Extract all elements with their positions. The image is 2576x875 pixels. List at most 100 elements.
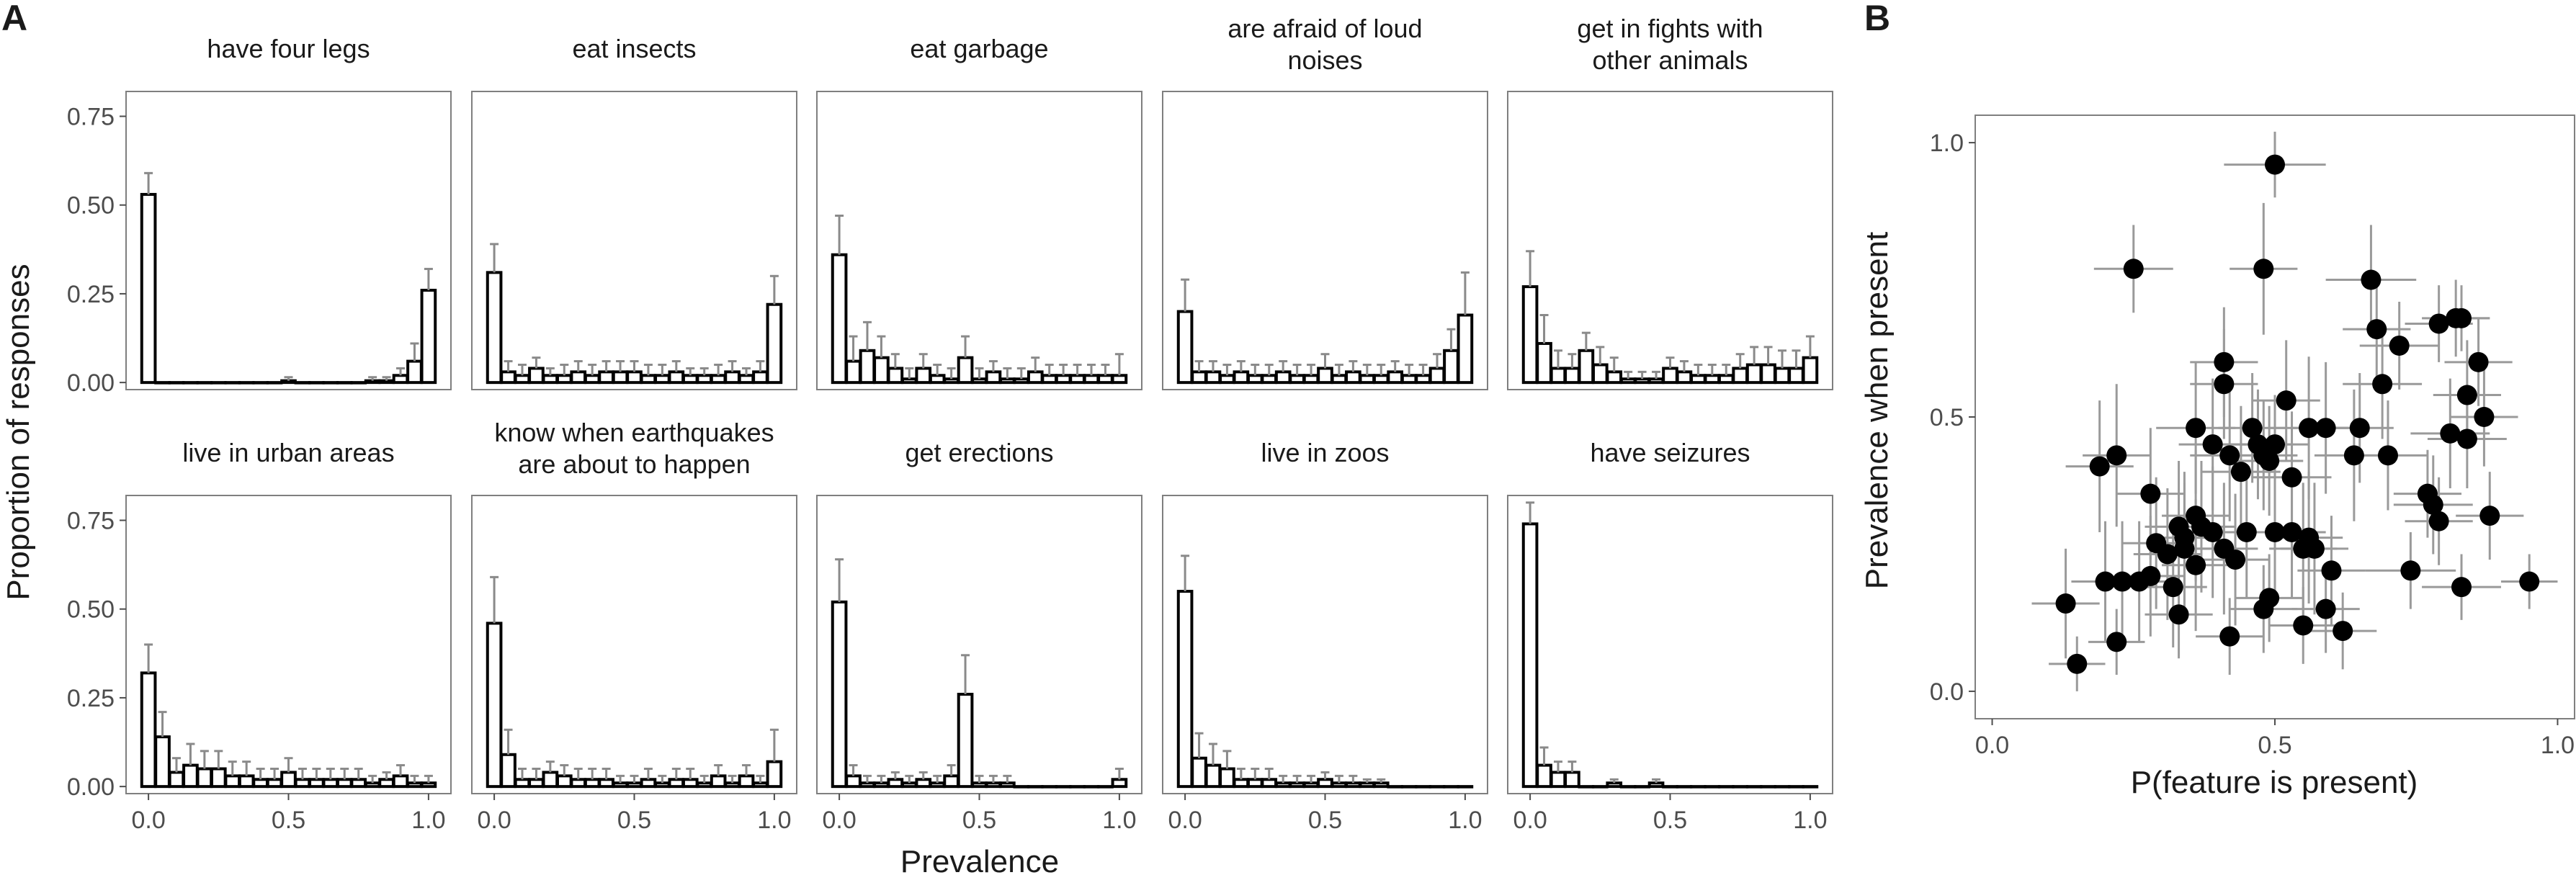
histogram-bar bbox=[294, 778, 311, 789]
histogram-bar bbox=[626, 370, 643, 385]
histogram-bar bbox=[1261, 778, 1278, 789]
histogram-bar bbox=[1041, 374, 1058, 385]
panel-b-ylabel: Prevalence when present bbox=[1859, 232, 1895, 590]
histogram-bar bbox=[887, 778, 904, 789]
facet-2: eat insects bbox=[471, 34, 797, 390]
facet-bars bbox=[1521, 250, 1819, 385]
facet-title: live in zoos bbox=[1261, 438, 1389, 467]
scatter-point bbox=[2265, 154, 2285, 175]
histogram-bar bbox=[752, 370, 769, 385]
histogram-bar bbox=[1302, 781, 1320, 789]
histogram-bar bbox=[626, 781, 643, 789]
histogram-bar bbox=[1191, 756, 1207, 789]
histogram-bar bbox=[859, 781, 876, 789]
histogram-bar bbox=[224, 381, 241, 385]
histogram-bar bbox=[1717, 785, 1735, 789]
panel-b-scatter: 0.0 0.0 0.5 0.5 1.0 1.0 bbox=[1930, 115, 2575, 759]
histogram-bar bbox=[681, 374, 699, 385]
histogram-bar bbox=[1415, 785, 1431, 789]
histogram-bar bbox=[1690, 785, 1707, 789]
histogram-bar bbox=[971, 781, 988, 789]
histogram-bar bbox=[555, 374, 573, 385]
histogram-bar bbox=[322, 778, 339, 789]
scatter-point bbox=[2236, 521, 2257, 542]
histogram-bar bbox=[971, 377, 988, 385]
histogram-bar bbox=[555, 774, 573, 789]
scatter-point bbox=[2281, 467, 2302, 488]
facet-frame bbox=[471, 91, 797, 390]
histogram-bar bbox=[1400, 785, 1418, 789]
scatter-point bbox=[2253, 598, 2274, 619]
facet-frame bbox=[1162, 91, 1488, 390]
facet-title: other animals bbox=[1592, 45, 1748, 75]
x-tick-label: 0.5 bbox=[1653, 807, 1687, 834]
histogram-bar bbox=[1634, 377, 1650, 385]
histogram-bar bbox=[985, 781, 1002, 789]
facet-9: live in zoos 0.0 0.5 1.0 bbox=[1162, 438, 1488, 834]
histogram-bar bbox=[570, 370, 587, 385]
histogram-bar bbox=[1578, 349, 1595, 385]
y-tick-label: 0.50 bbox=[67, 192, 115, 220]
scatter-point bbox=[2106, 632, 2127, 652]
panel-b-tag: B bbox=[1864, 0, 1890, 38]
facet-bars bbox=[1176, 271, 1474, 385]
histogram-bar bbox=[1359, 781, 1376, 789]
histogram-bar bbox=[1619, 377, 1637, 385]
histogram-bar bbox=[406, 781, 423, 789]
histogram-bar bbox=[140, 192, 157, 385]
facet-10: have seizures 0.0 0.5 1.0 bbox=[1507, 438, 1833, 834]
scatter-point bbox=[2474, 407, 2495, 427]
scatter-point bbox=[2519, 571, 2540, 592]
scatter-point bbox=[2315, 418, 2336, 439]
histogram-bar bbox=[696, 781, 713, 789]
facet-frame bbox=[816, 91, 1142, 390]
histogram-bar bbox=[985, 370, 1002, 385]
histogram-bar bbox=[196, 767, 213, 789]
histogram-bar bbox=[668, 370, 685, 385]
x-tick-label: 0.5 bbox=[617, 807, 651, 834]
histogram-bar bbox=[845, 359, 862, 385]
histogram-bar bbox=[1233, 778, 1250, 789]
histogram-bar bbox=[1400, 374, 1418, 385]
x-tick-label: 0.0 bbox=[1168, 807, 1202, 834]
histogram-bar bbox=[943, 377, 960, 385]
facet-title: eat garbage bbox=[910, 34, 1048, 63]
histogram-bar bbox=[1745, 785, 1763, 789]
histogram-bar bbox=[915, 778, 932, 789]
histogram-bar bbox=[364, 781, 381, 789]
histogram-bar bbox=[831, 253, 848, 385]
histogram-bar bbox=[957, 356, 974, 385]
histogram-bar bbox=[583, 374, 601, 385]
histogram-bar bbox=[1027, 785, 1044, 789]
scatter-point bbox=[2112, 571, 2133, 592]
histogram-bar bbox=[266, 778, 283, 789]
histogram-bar bbox=[1359, 374, 1376, 385]
x-tick-label: 0.0 bbox=[822, 807, 856, 834]
histogram-bar bbox=[238, 774, 255, 789]
scatter-point bbox=[2106, 445, 2127, 466]
x-tick-label: 1.0 bbox=[1793, 807, 1827, 834]
histogram-bar bbox=[1591, 785, 1609, 789]
scatter-point bbox=[2214, 351, 2235, 372]
histogram-bar bbox=[943, 774, 960, 789]
histogram-bar bbox=[486, 622, 503, 789]
histogram-bar bbox=[1676, 370, 1693, 385]
scatter-point bbox=[2253, 259, 2274, 279]
histogram-bar bbox=[308, 778, 325, 789]
panel-a-xlabel: Prevalence bbox=[900, 844, 1059, 875]
histogram-bar bbox=[210, 381, 227, 385]
facet-frame bbox=[1507, 91, 1833, 390]
scatter-point bbox=[2168, 604, 2189, 625]
histogram-bar bbox=[1013, 785, 1030, 789]
scatter-points bbox=[2055, 154, 2540, 674]
histogram-bar bbox=[654, 781, 671, 789]
histogram-bar bbox=[1428, 785, 1446, 789]
histogram-bar bbox=[1289, 781, 1305, 789]
facet-title: eat insects bbox=[572, 34, 696, 63]
facet-bars bbox=[140, 171, 437, 385]
histogram-bar bbox=[1662, 367, 1678, 385]
histogram-bar bbox=[873, 781, 890, 789]
histogram-bar bbox=[1788, 367, 1804, 385]
histogram-bar bbox=[1317, 367, 1333, 385]
histogram-bar bbox=[640, 778, 657, 789]
